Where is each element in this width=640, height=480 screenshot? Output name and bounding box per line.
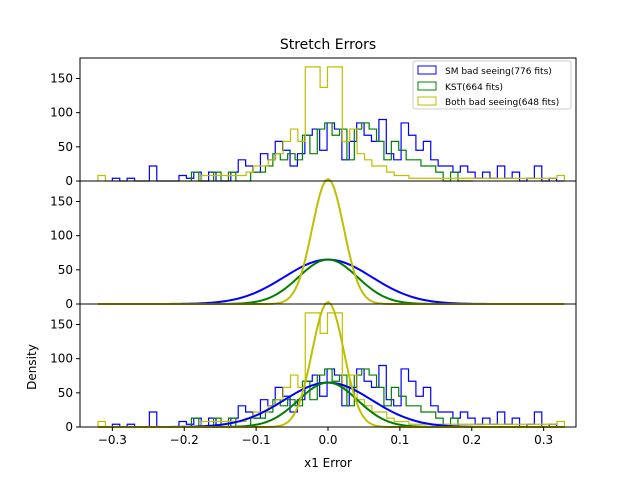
legend-swatch-kst — [417, 81, 437, 91]
histogram-bot-series-0 — [111, 364, 564, 428]
x-tick-label-6: 0.3 — [534, 433, 553, 447]
histogram-top-series-0 — [111, 118, 564, 182]
top-y-axis: 0 50 100 150 — [50, 72, 80, 188]
fit-curve-mid-series-0 — [112, 258, 564, 305]
y-tick-label-top-100: 100 — [50, 106, 73, 120]
fit-curve-mid-series-2 — [97, 177, 565, 305]
legend-label-kst: KST(664 fits) — [445, 83, 503, 93]
x-tick-label-1: −0.2 — [170, 433, 199, 447]
fit-curve-bot-series-2 — [97, 300, 565, 428]
legend: SM bad seeing(776 fits) KST(664 fits) Bo… — [412, 60, 572, 110]
middle-panel-fits — [79, 177, 577, 305]
y-tick-label-mid-0: 0 — [65, 297, 73, 311]
legend-swatch-sm — [417, 65, 437, 75]
bottom-y-axis: 0 50 100 150 — [50, 318, 80, 434]
x-tick-label-4: 0.1 — [390, 433, 409, 447]
middle-y-axis: 0 50 100 150 — [50, 195, 80, 311]
fit-curve-bot-series-0 — [112, 381, 564, 428]
y-tick-label-mid-150: 150 — [50, 195, 73, 209]
bottom-panel-overlay — [79, 300, 577, 428]
x-tick-label-5: 0.2 — [462, 433, 481, 447]
y-tick-label-bot-150: 150 — [50, 318, 73, 332]
x-axis: −0.3 −0.2 −0.1 0.0 0.1 0.2 0.3 — [98, 427, 553, 447]
x-tick-label-0: −0.3 — [98, 433, 127, 447]
y-tick-label-mid-100: 100 — [50, 229, 73, 243]
chart-title: Stretch Errors — [280, 37, 376, 53]
y-tick-label-bot-100: 100 — [50, 352, 73, 366]
histogram-bot-series-1 — [190, 368, 473, 428]
x-axis-label: x1 Error — [304, 456, 352, 470]
y-tick-label-top-0: 0 — [65, 174, 73, 188]
y-tick-label-bot-0: 0 — [65, 420, 73, 434]
fit-curve-mid-series-1 — [191, 258, 473, 305]
y-tick-label-top-50: 50 — [58, 140, 73, 154]
y-tick-label-top-150: 150 — [50, 72, 73, 86]
y-axis-label: Density — [25, 344, 39, 390]
x-tick-label-2: −0.1 — [242, 433, 271, 447]
panel-frame-mid — [79, 180, 577, 305]
y-tick-label-mid-50: 50 — [58, 263, 73, 277]
legend-label-both: Both bad seeing(648 fits) — [445, 98, 559, 108]
histogram-top-series-1 — [190, 122, 473, 182]
legend-label-sm: SM bad seeing(776 fits) — [445, 67, 552, 77]
legend-frame — [412, 60, 572, 110]
histogram-bot-series-2 — [97, 312, 566, 428]
x-tick-label-3: 0.0 — [318, 433, 337, 447]
legend-swatch-both — [417, 96, 437, 106]
y-tick-label-bot-50: 50 — [58, 386, 73, 400]
